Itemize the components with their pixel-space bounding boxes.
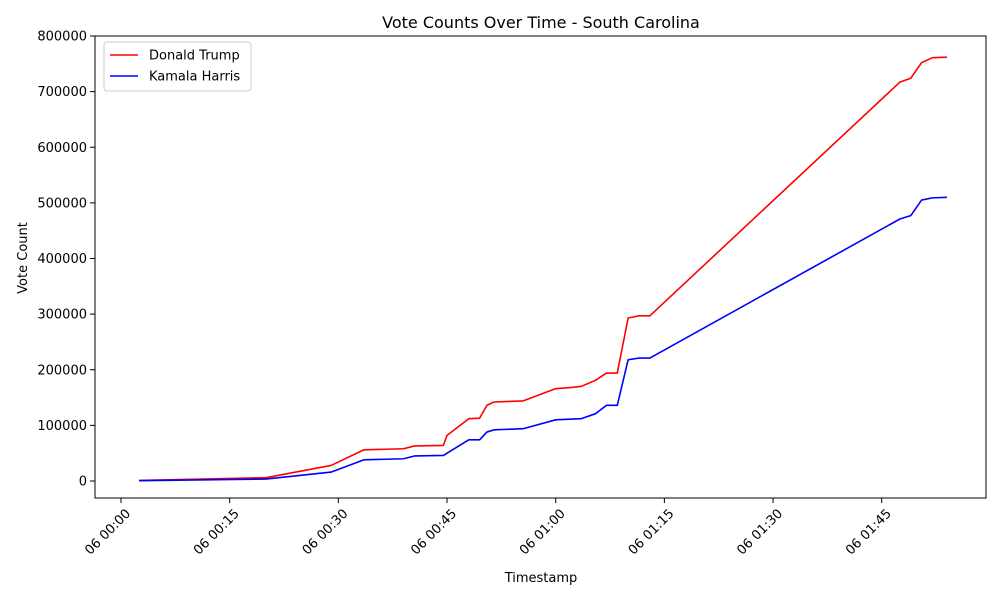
legend-label: Kamala Harris — [149, 70, 240, 85]
x-axis-label: Timestamp — [504, 571, 578, 586]
y-tick-label: 500000 — [37, 196, 87, 211]
y-tick-label: 300000 — [37, 308, 87, 323]
y-tick-label: 100000 — [37, 419, 87, 434]
y-tick-label: 600000 — [37, 141, 87, 156]
series-line-trump — [139, 56, 947, 482]
y-tick-label: 0 — [79, 475, 87, 490]
y-tick-label: 400000 — [37, 252, 87, 267]
legend-box — [103, 41, 252, 92]
y-axis-label: Vote Count — [16, 222, 31, 294]
plot-frame — [94, 35, 987, 499]
legend-label: Donald Trump — [149, 49, 240, 64]
series-line-harris — [139, 196, 947, 482]
y-tick-label: 800000 — [37, 30, 87, 45]
series-lines — [139, 56, 947, 482]
y-tick-label: 200000 — [37, 363, 87, 378]
y-tick-label: 700000 — [37, 85, 87, 100]
chart-title: Vote Counts Over Time - South Carolina — [382, 13, 700, 32]
legend: Donald Trump Kamala Harris — [103, 41, 252, 92]
